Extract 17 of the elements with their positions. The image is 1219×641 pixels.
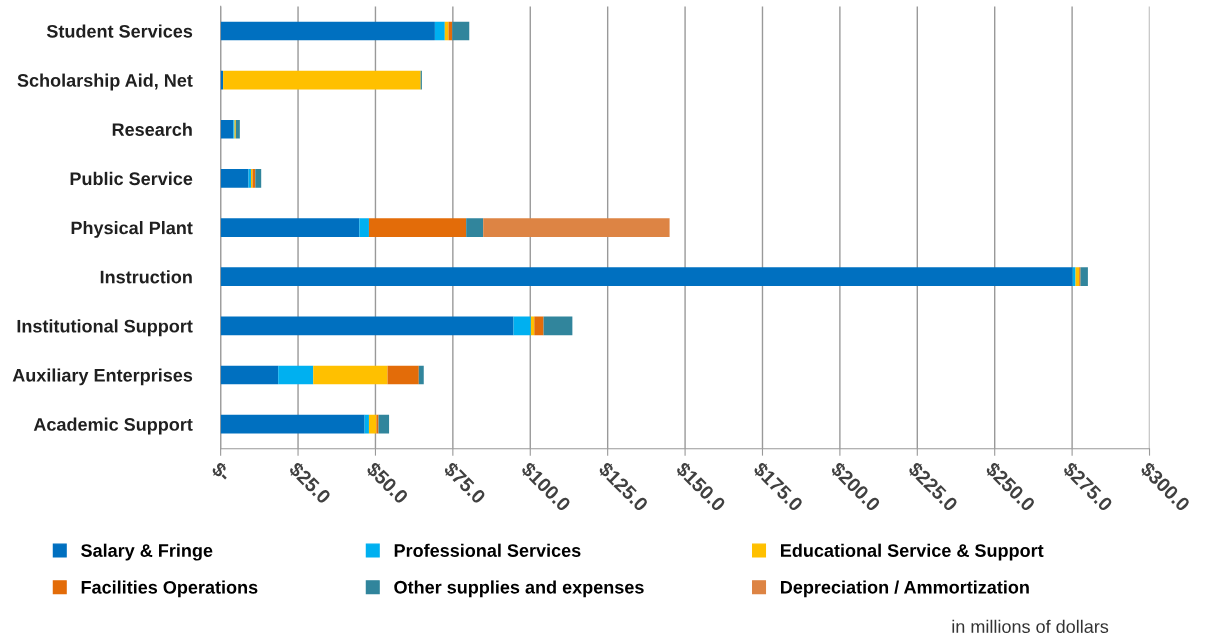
y-tick-label: Public Service: [70, 171, 193, 186]
legend-label: Salary & Fringe: [81, 543, 213, 561]
legend-label: Other supplies and expenses: [394, 580, 644, 598]
legend-label: Depreciation / Ammortization: [781, 580, 1029, 598]
y-tick-label: Research: [112, 122, 192, 136]
legend-label: Facilities Operations: [81, 580, 258, 598]
y-tick-label: Instruction: [100, 270, 192, 284]
y-tick-label: Student Services: [46, 24, 193, 38]
legend-label: Educational Service & Support: [781, 543, 1044, 561]
y-tick-label: Academic Support: [33, 417, 193, 435]
y-tick-label: Physical Plant: [71, 221, 193, 238]
x-tick-label: $-: [209, 460, 233, 484]
legend-label: Professional Services: [394, 543, 581, 557]
y-tick-label: Institutional Support: [17, 319, 193, 337]
y-tick-label: Auxiliary Enterprises: [12, 368, 193, 386]
text: in millions of dollars: [952, 619, 1109, 634]
y-tick-label: Scholarship Aid, Net: [17, 73, 193, 91]
